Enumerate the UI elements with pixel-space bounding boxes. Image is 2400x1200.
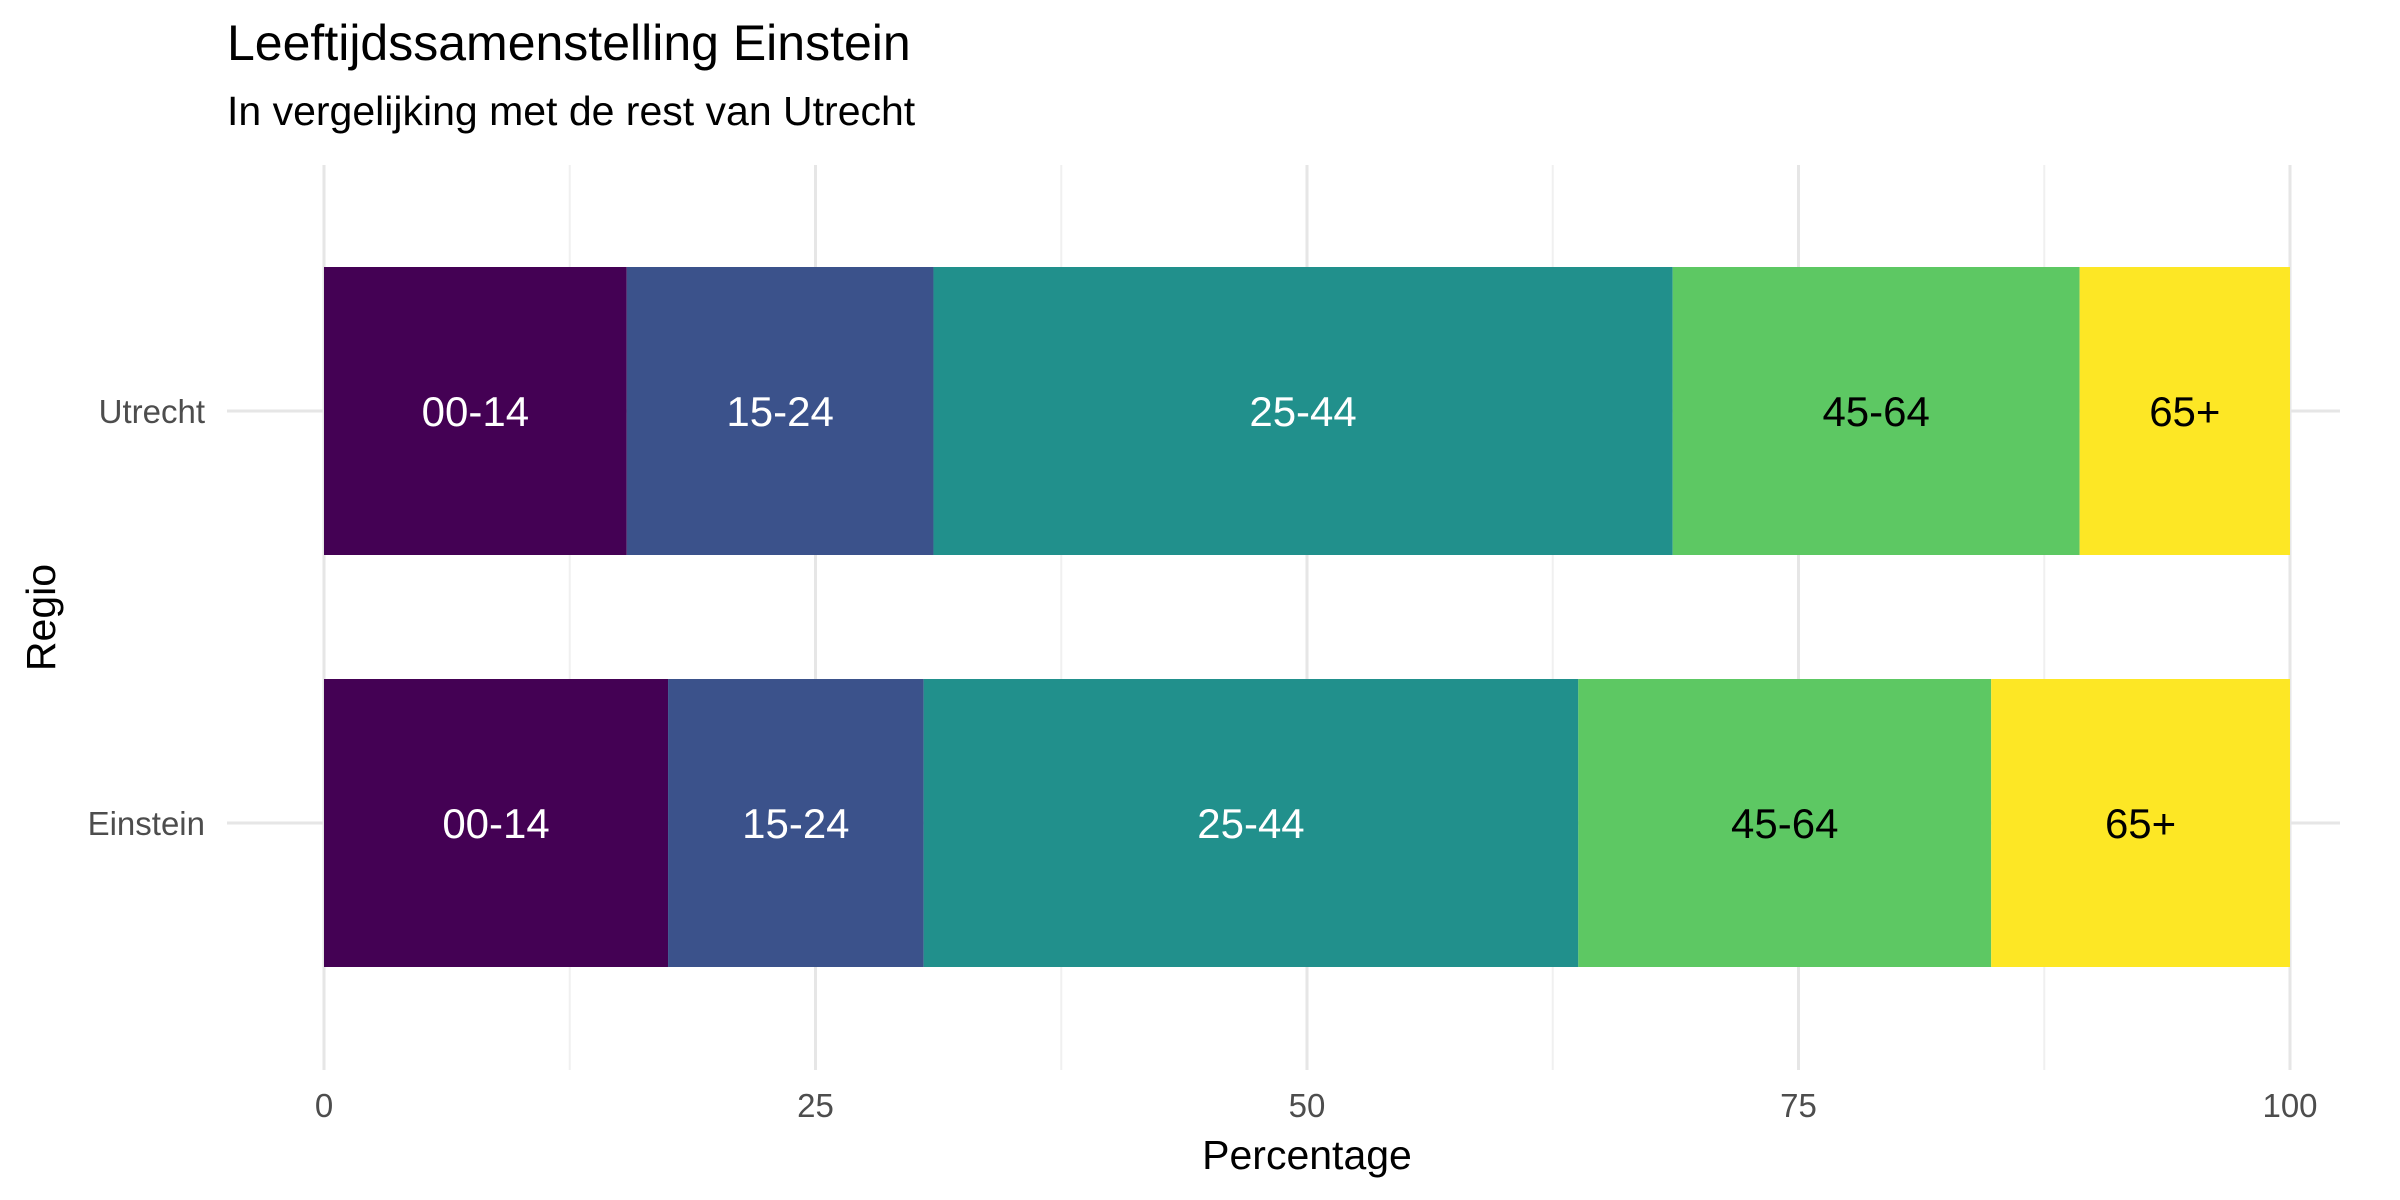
bar-segment-einstein-00-14 — [324, 679, 669, 967]
x-tick-label: 75 — [1780, 1087, 1817, 1124]
chart-title: Leeftijdssamenstelling Einstein — [227, 15, 911, 71]
bar-label: 15-24 — [726, 388, 833, 435]
y-tick-label: Einstein — [88, 805, 205, 842]
bar-segment-utrecht-15-24 — [626, 267, 934, 555]
bar-segment-utrecht-00-14 — [324, 267, 627, 555]
bar-label: 65+ — [2149, 388, 2220, 435]
bar-segment-einstein-45-64 — [1578, 679, 1992, 967]
bar-segment-einstein-25-44 — [923, 679, 1579, 967]
x-tick-label: 0 — [315, 1087, 333, 1124]
y-tick-label: Utrecht — [99, 393, 205, 430]
chart-subtitle: In vergelijking met de rest van Utrecht — [227, 88, 916, 134]
bar-label: 45-64 — [1822, 388, 1929, 435]
bar-label: 25-44 — [1197, 800, 1304, 847]
bar-segment-utrecht-45-64 — [1672, 267, 2080, 555]
x-tick-label: 100 — [2262, 1087, 2317, 1124]
bar-segment-einstein-65+ — [1991, 679, 2290, 967]
bar-label: 45-64 — [1731, 800, 1838, 847]
x-axis-title: Percentage — [1202, 1132, 1412, 1178]
bar-segment-utrecht-65+ — [2079, 267, 2290, 555]
bar-label: 00-14 — [422, 388, 529, 435]
bar-label: 25-44 — [1249, 388, 1356, 435]
bar-label: 00-14 — [442, 800, 549, 847]
bar-label: 15-24 — [742, 800, 849, 847]
x-tick-label: 50 — [1289, 1087, 1326, 1124]
bar-label: 65+ — [2105, 800, 2176, 847]
bar-segment-einstein-15-24 — [668, 679, 924, 967]
x-tick-label: 25 — [797, 1087, 834, 1124]
y-axis-title: Regio — [18, 564, 64, 671]
bar-segment-utrecht-25-44 — [933, 267, 1673, 555]
